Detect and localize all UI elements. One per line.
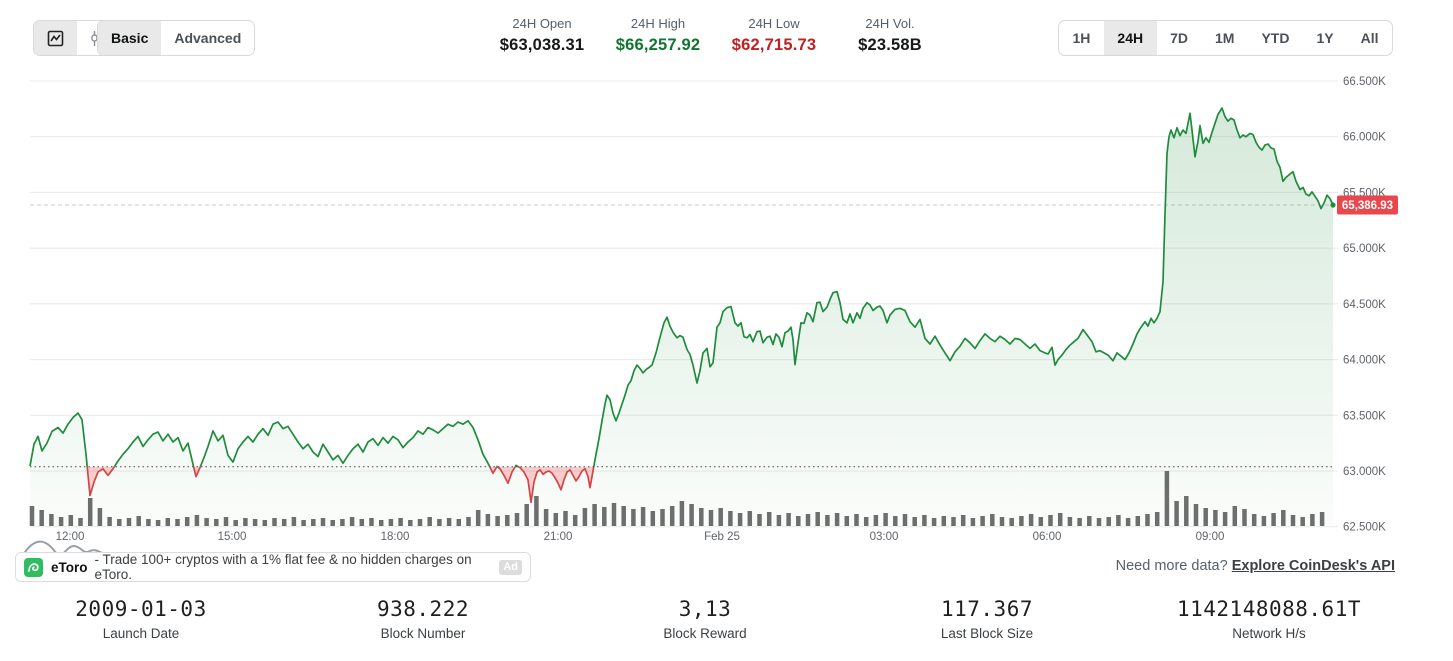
stat-24h-high: 24H High $66,257.92 [614,16,702,55]
x-axis-label: 15:00 [218,531,247,543]
stat-24h-vol: 24H Vol. $23.58B [846,16,934,55]
x-axis-label: 06:00 [1033,531,1062,543]
ad-banner[interactable]: eToro - Trade 100+ cryptos with a 1% fla… [15,552,531,582]
line-chart-icon [47,30,64,47]
last-price-badge [1337,195,1398,215]
x-axis-label: 18:00 [381,531,410,543]
coindesk-api-link[interactable]: Explore CoinDesk's API [1231,558,1395,574]
x-axis-label: 03:00 [870,531,899,543]
network-stat-network-h-s: 1142148088.61T Network H/s [1128,597,1410,641]
ad-brand: eToro [51,559,88,575]
range-all[interactable]: All [1360,30,1379,46]
y-axis-label: 63.000K [1343,466,1386,478]
range-7d[interactable]: 7D [1170,30,1188,46]
y-axis-label: 64.000K [1343,355,1386,367]
stat-24h-open: 24H Open $63,038.31 [498,16,586,55]
y-axis-label: 66.000K [1343,132,1386,144]
y-axis-label: 65.000K [1343,243,1386,255]
api-prompt: Need more data? Explore CoinDesk's API [1116,558,1395,574]
ad-choices-badge[interactable]: Ad [499,559,522,575]
stat-value: $66,257.92 [615,36,701,54]
x-axis-label: 09:00 [1196,531,1225,543]
network-stat-label: Block Number [380,626,466,641]
y-axis-label: 62.500K [1343,522,1386,534]
last-price-badge-text: 65,386.93 [1342,200,1393,212]
stat-label: 24H High [630,16,686,31]
mode-tabs: Basic Advanced [97,20,256,56]
tab-advanced[interactable]: Advanced [174,30,242,46]
range-ytd[interactable]: YTD [1261,30,1290,46]
stat-value: $63,038.31 [499,36,585,54]
stat-24h-low: 24H Low $62,715.73 [730,16,818,55]
stat-value: $62,715.73 [731,36,817,54]
range-1y[interactable]: 1Y [1316,30,1334,46]
network-stat-value: 117.367 [940,597,1033,621]
ad-text: - Trade 100+ cryptos with a 1% flat fee … [94,552,472,582]
api-prompt-text: Need more data? [1115,558,1228,574]
navigator-squiggle-icon [19,540,151,561]
x-axis-label: 12:00 [56,531,85,543]
range-1h[interactable]: 1H [1072,30,1091,46]
network-stat-value: 2009-01-03 [75,597,207,621]
network-stat-value: 3,13 [678,597,732,621]
y-axis-label: 64.500K [1343,299,1386,311]
stat-label: 24H Open [512,16,572,31]
network-stat-value: 1142148088.61T [1176,597,1361,621]
network-stat-block-number: 938.222 Block Number [282,597,564,641]
network-stat-launch-date: 2009-01-03 Launch Date [0,597,282,641]
network-stats: 2009-01-03 Launch Date 938.222 Block Number… [0,597,1410,641]
network-stat-label: Network H/s [1232,626,1306,641]
price-line-up [29,107,1334,467]
range-1m[interactable]: 1M [1215,30,1235,46]
price-chart[interactable] [30,70,1335,530]
etoro-logo-icon [24,557,43,577]
stat-label: 24H Vol. [865,16,915,31]
range-24h[interactable]: 24H [1103,21,1157,55]
y-axis-label: 66.500K [1343,76,1386,88]
daily-stats: 24H Open $63,038.31 24H High $66,257.92 24H … [498,16,934,55]
price-area-fill [30,108,1333,526]
line-chart-button[interactable] [34,21,77,55]
network-stat-value: 938.222 [376,597,469,621]
range-selector: 1H 24H 7D 1M YTD 1Y All [1058,20,1393,56]
stat-label: 24H Low [748,16,800,31]
last-point-dot [1330,202,1336,208]
network-stat-label: Block Reward [663,626,747,641]
network-stat-last-block-size: 117.367 Last Block Size [846,597,1128,641]
x-axis-label: 21:00 [544,531,573,543]
network-stat-label: Last Block Size [940,626,1034,641]
network-stat-block-reward: 3,13 Block Reward [564,597,846,641]
network-stat-label: Launch Date [102,626,180,641]
y-axis-label: 63.500K [1343,410,1386,422]
stat-value: $23.58B [858,36,922,54]
tab-basic[interactable]: Basic [98,21,162,55]
x-axis-label: Feb 25 [704,531,740,543]
